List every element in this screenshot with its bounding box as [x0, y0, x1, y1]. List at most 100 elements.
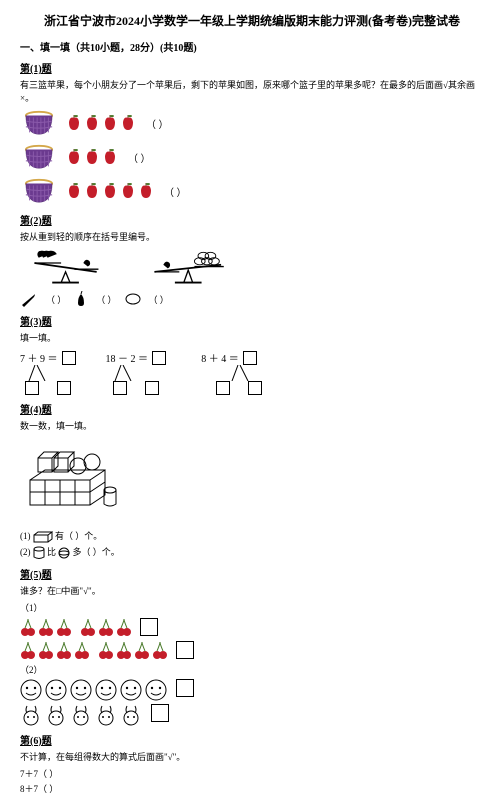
face-circle-icon	[20, 679, 42, 701]
cherry-pair-icon	[80, 617, 96, 637]
basket-row-3: （ ）	[20, 176, 484, 206]
answer-box	[113, 381, 127, 395]
sphere-icon	[58, 547, 70, 559]
text: 比	[47, 547, 56, 557]
cherry-pair-icon	[152, 640, 168, 660]
eq-text: 8 ＋ 4 ＝	[201, 350, 239, 365]
text: 多（ ）个。	[73, 547, 120, 557]
q2-text: 按从重到轻的顺序在括号里编号。	[20, 230, 484, 243]
cherry-row	[20, 617, 484, 637]
cherry-pair-icon	[116, 617, 132, 637]
prefix: (2)	[20, 547, 33, 557]
page-title: 浙江省宁波市2024小学数学一年级上学期统编版期末能力评测(备考卷)完整试卷	[20, 12, 484, 29]
carrot-icon	[20, 291, 38, 307]
answer-box	[152, 351, 166, 365]
apple-icon	[66, 182, 82, 200]
apple-icon	[102, 182, 118, 200]
cherry-pair-icon	[98, 640, 114, 660]
cherry-pair-icon	[38, 640, 54, 660]
answer-paren: （ ）	[164, 184, 187, 199]
apple-icon	[120, 182, 136, 200]
cherry-pair-icon	[98, 617, 114, 637]
answer-box	[243, 351, 257, 365]
cherry-pair-icon	[38, 617, 54, 637]
q4-line2: (2) 比 多（ ）个。	[20, 545, 484, 560]
paren: （ ）	[46, 293, 66, 306]
q6-line2: 8＋7（ ）	[20, 782, 484, 795]
face-circle-icon	[120, 679, 142, 701]
answer-paren: （ ）	[128, 150, 151, 165]
eq-text: 18 － 2 ＝	[106, 350, 149, 365]
q1-label: 第(1)题	[20, 60, 484, 75]
apple-icon	[102, 148, 118, 166]
answer-box	[140, 618, 158, 636]
q2-label: 第(2)题	[20, 212, 484, 227]
circle-row	[20, 704, 484, 726]
answer-box	[176, 641, 194, 659]
q5-text: 谁多？在□中画"√"。	[20, 584, 484, 597]
basket-icon	[20, 142, 58, 172]
circle-row	[20, 679, 484, 701]
q1-text: 有三篮苹果，每个小朋友分了一个苹果后，剩下的苹果如图，原来哪个篮子里的苹果多呢？…	[20, 78, 484, 104]
cherry-pair-icon	[56, 640, 72, 660]
q5-label: 第(5)题	[20, 566, 484, 581]
answer-paren: （ ）	[146, 116, 169, 131]
q6-line1: 7＋7（ ）	[20, 767, 484, 780]
cherry-pair-icon	[134, 640, 150, 660]
shapes-diagram	[20, 440, 130, 520]
apple-icon	[84, 114, 100, 132]
answer-box	[145, 381, 159, 395]
q4-label: 第(4)题	[20, 401, 484, 416]
cherry-pair-icon	[116, 640, 132, 660]
q5-sub1: （1）	[20, 601, 484, 614]
cherry-row	[20, 640, 484, 660]
paren: （ ）	[96, 293, 116, 306]
egg-icon	[125, 293, 141, 305]
rabbit-face-icon	[70, 704, 92, 726]
face-circle-icon	[145, 679, 167, 701]
answer-box	[62, 351, 76, 365]
rabbit-face-icon	[20, 704, 42, 726]
math-item-2: 18 － 2 ＝	[106, 350, 167, 395]
apple-icon	[84, 148, 100, 166]
balance-row	[20, 247, 484, 287]
basket-icon	[20, 176, 58, 206]
answer-box	[25, 381, 39, 395]
cuboid-icon	[33, 531, 53, 543]
rabbit-face-icon	[95, 704, 117, 726]
section-header: 一、填一填（共10小题，28分）(共10题)	[20, 39, 484, 54]
face-circle-icon	[95, 679, 117, 701]
paren: （ ）	[149, 293, 169, 306]
q6-text: 不计算，在每组得数大的算式后面画"√"。	[20, 750, 484, 763]
cherry-pair-icon	[74, 640, 90, 660]
math-item-3: 8 ＋ 4 ＝	[196, 350, 262, 395]
q4-text: 数一数，填一填。	[20, 419, 484, 432]
apple-icon	[84, 182, 100, 200]
apple-icon	[66, 114, 82, 132]
split-lines-icon	[204, 365, 254, 381]
apple-icon	[66, 148, 82, 166]
cherry-pair-icon	[20, 640, 36, 660]
prefix: (1)	[20, 531, 33, 541]
answer-box	[176, 679, 194, 697]
q2-items: （ ） （ ） （ ）	[20, 291, 484, 307]
answer-box	[248, 381, 262, 395]
split-lines-icon	[111, 365, 161, 381]
rabbit-face-icon	[45, 704, 67, 726]
q5-sub2: （2）	[20, 663, 484, 676]
cylinder-icon	[33, 546, 45, 560]
cherry-pair-icon	[20, 617, 36, 637]
face-circle-icon	[70, 679, 92, 701]
basket-row-2: （ ）	[20, 142, 484, 172]
balance-scale-icon	[20, 247, 120, 287]
math-item-1: 7 ＋ 9 ＝	[20, 350, 76, 395]
apple-icon	[138, 182, 154, 200]
apple-icon	[102, 114, 118, 132]
q4-line1: (1) 有（ ）个。	[20, 529, 484, 543]
text: 有（ ）个。	[55, 531, 102, 541]
answer-box	[57, 381, 71, 395]
balance-scale-icon	[140, 247, 240, 287]
q3-label: 第(3)题	[20, 313, 484, 328]
face-circle-icon	[45, 679, 67, 701]
split-lines-icon	[23, 365, 73, 381]
